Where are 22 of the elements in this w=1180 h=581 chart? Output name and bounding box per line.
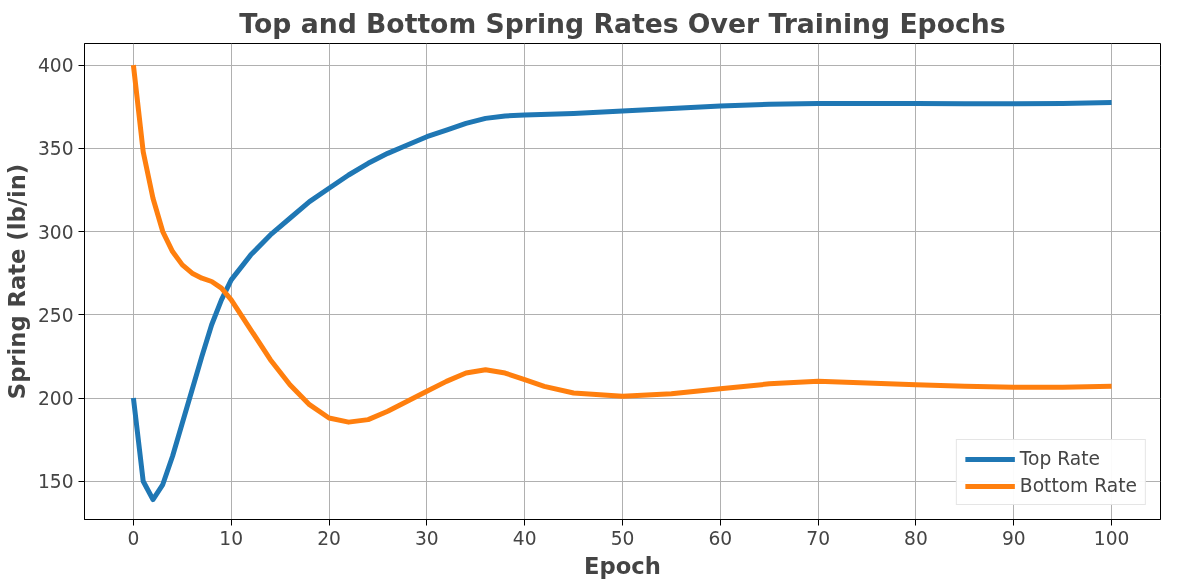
x-tick-label: 20 <box>317 527 341 549</box>
x-tick-label: 50 <box>610 527 635 549</box>
chart-title: Top and Bottom Spring Rates Over Training Epochs <box>239 7 1006 39</box>
x-tick-label: 100 <box>1093 527 1130 549</box>
x-tick-label: 60 <box>708 527 733 549</box>
x-tick-label: 80 <box>904 527 928 549</box>
y-tick-label: 150 <box>37 471 74 493</box>
y-axis-title: Spring Rate (lb/in) <box>3 163 30 400</box>
x-axis-title: Epoch <box>584 552 661 579</box>
x-tick-label: 70 <box>806 527 831 549</box>
legend-label: Top Rate <box>1019 448 1101 469</box>
x-tick-label: 40 <box>512 527 537 549</box>
y-tick-label: 350 <box>37 138 74 160</box>
x-tick-label: 0 <box>127 527 140 549</box>
y-tick-label: 200 <box>37 388 74 409</box>
y-tick-label: 250 <box>37 304 74 326</box>
legend-label: Bottom Rate <box>1019 475 1137 496</box>
x-tick-label: 90 <box>1001 527 1026 549</box>
y-tick-label: 400 <box>37 55 74 77</box>
x-tick-label: 10 <box>219 527 244 549</box>
y-tick-label: 300 <box>37 221 74 243</box>
x-tick-label: 30 <box>414 527 439 549</box>
